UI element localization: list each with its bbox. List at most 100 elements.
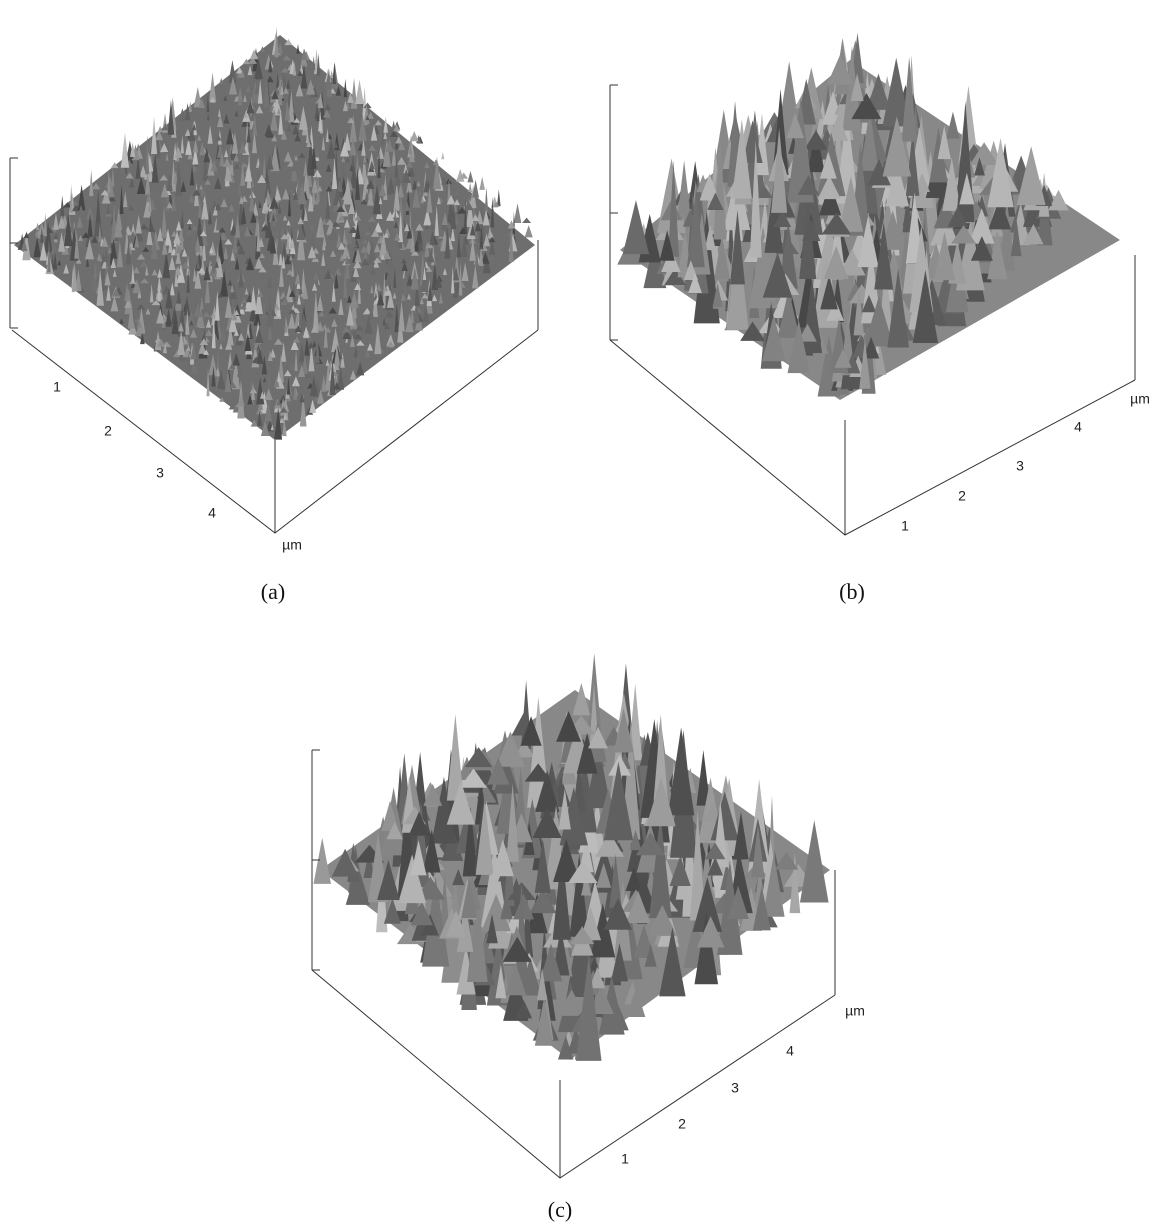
surface-texture <box>280 67 289 73</box>
surface-texture <box>311 144 317 169</box>
surface-texture <box>243 111 249 118</box>
surface-texture <box>629 829 642 851</box>
tick-label: 1 <box>53 379 61 395</box>
surface-texture <box>262 156 267 181</box>
surface-texture <box>98 223 102 243</box>
surface-texture <box>204 274 211 304</box>
surface-texture <box>331 318 338 327</box>
surface-texture <box>302 283 309 300</box>
surface-texture <box>239 140 247 154</box>
surface-texture <box>165 307 172 327</box>
surface-texture <box>334 272 339 289</box>
surface-texture <box>502 936 532 962</box>
surface-texture <box>394 302 400 333</box>
surface-texture <box>251 130 257 154</box>
surface-texture <box>219 232 228 241</box>
surface-texture <box>217 129 222 145</box>
surface-texture <box>364 175 370 185</box>
surface-texture <box>446 781 475 825</box>
surface-texture <box>426 185 433 213</box>
surface-texture <box>220 269 229 297</box>
surface-texture <box>431 294 438 302</box>
surface-texture <box>186 229 192 236</box>
surface-texture <box>290 339 299 351</box>
surface-texture <box>286 123 292 132</box>
surface-texture <box>146 190 151 203</box>
surface-texture <box>251 382 256 400</box>
surface-texture <box>189 328 198 338</box>
surface-texture <box>367 111 374 119</box>
surface-texture <box>386 186 393 195</box>
surface-texture <box>696 749 711 806</box>
surface-texture <box>228 60 237 84</box>
surface-texture <box>301 353 308 374</box>
surface-texture <box>196 307 205 328</box>
surface-texture <box>203 148 210 163</box>
surface-texture <box>532 807 562 838</box>
surface-texture <box>142 246 150 252</box>
surface-texture <box>257 410 262 426</box>
surface-texture <box>246 127 251 143</box>
surface-texture <box>864 296 894 347</box>
surface-texture <box>284 314 288 333</box>
surface-texture <box>844 352 861 374</box>
surface-texture <box>296 224 306 240</box>
surface-texture <box>206 94 210 113</box>
surface-texture <box>282 55 292 61</box>
surface-texture <box>559 787 588 846</box>
surface-texture <box>209 72 217 102</box>
surface-texture <box>192 189 202 196</box>
surface-texture <box>335 85 342 96</box>
surface-texture <box>867 158 891 186</box>
surface-texture <box>905 130 920 196</box>
surface-texture <box>250 285 257 311</box>
surface-texture <box>807 128 825 173</box>
surface-texture <box>72 200 78 206</box>
surface-texture <box>168 255 176 271</box>
surface-texture <box>355 79 364 104</box>
surface-texture <box>276 399 282 406</box>
surface-texture <box>974 157 985 176</box>
surface-texture <box>282 215 288 221</box>
surface-texture <box>215 134 222 141</box>
surface-texture <box>407 203 413 222</box>
surface-texture <box>237 98 243 106</box>
surface-texture <box>306 78 316 95</box>
surface-texture <box>469 237 477 261</box>
surface-texture <box>373 243 381 253</box>
surface-texture <box>119 184 124 214</box>
surface-texture <box>381 126 385 146</box>
surface-texture <box>727 885 749 919</box>
surface-texture <box>233 153 240 162</box>
surface-texture <box>774 851 799 870</box>
surface-texture <box>353 260 362 269</box>
surface-texture <box>625 867 643 891</box>
surface-texture <box>235 213 241 238</box>
surface-texture <box>220 198 228 208</box>
surface-texture <box>311 177 318 193</box>
surface-texture <box>264 337 270 346</box>
surface-texture <box>447 177 451 203</box>
surface-texture <box>729 210 745 285</box>
surface-texture <box>410 840 427 876</box>
surface-texture <box>270 108 278 131</box>
surface-texture <box>232 352 240 366</box>
surface-texture <box>192 267 197 282</box>
surface-texture <box>205 329 213 336</box>
tick-label: 1 <box>621 1151 629 1167</box>
surface-texture <box>321 374 327 392</box>
surface-texture <box>255 105 264 114</box>
surface-texture <box>243 226 252 237</box>
surface-texture <box>446 714 464 801</box>
surface-texture <box>131 263 135 283</box>
surface-texture <box>298 365 306 377</box>
surface-texture <box>130 223 136 236</box>
surface-texture <box>488 253 496 261</box>
surface-texture <box>256 344 261 351</box>
surface-texture <box>286 78 291 89</box>
surface-texture <box>85 206 94 220</box>
surface-texture <box>342 329 352 340</box>
surface-texture <box>412 179 418 190</box>
surface-texture <box>175 265 182 276</box>
surface-texture <box>463 198 468 234</box>
